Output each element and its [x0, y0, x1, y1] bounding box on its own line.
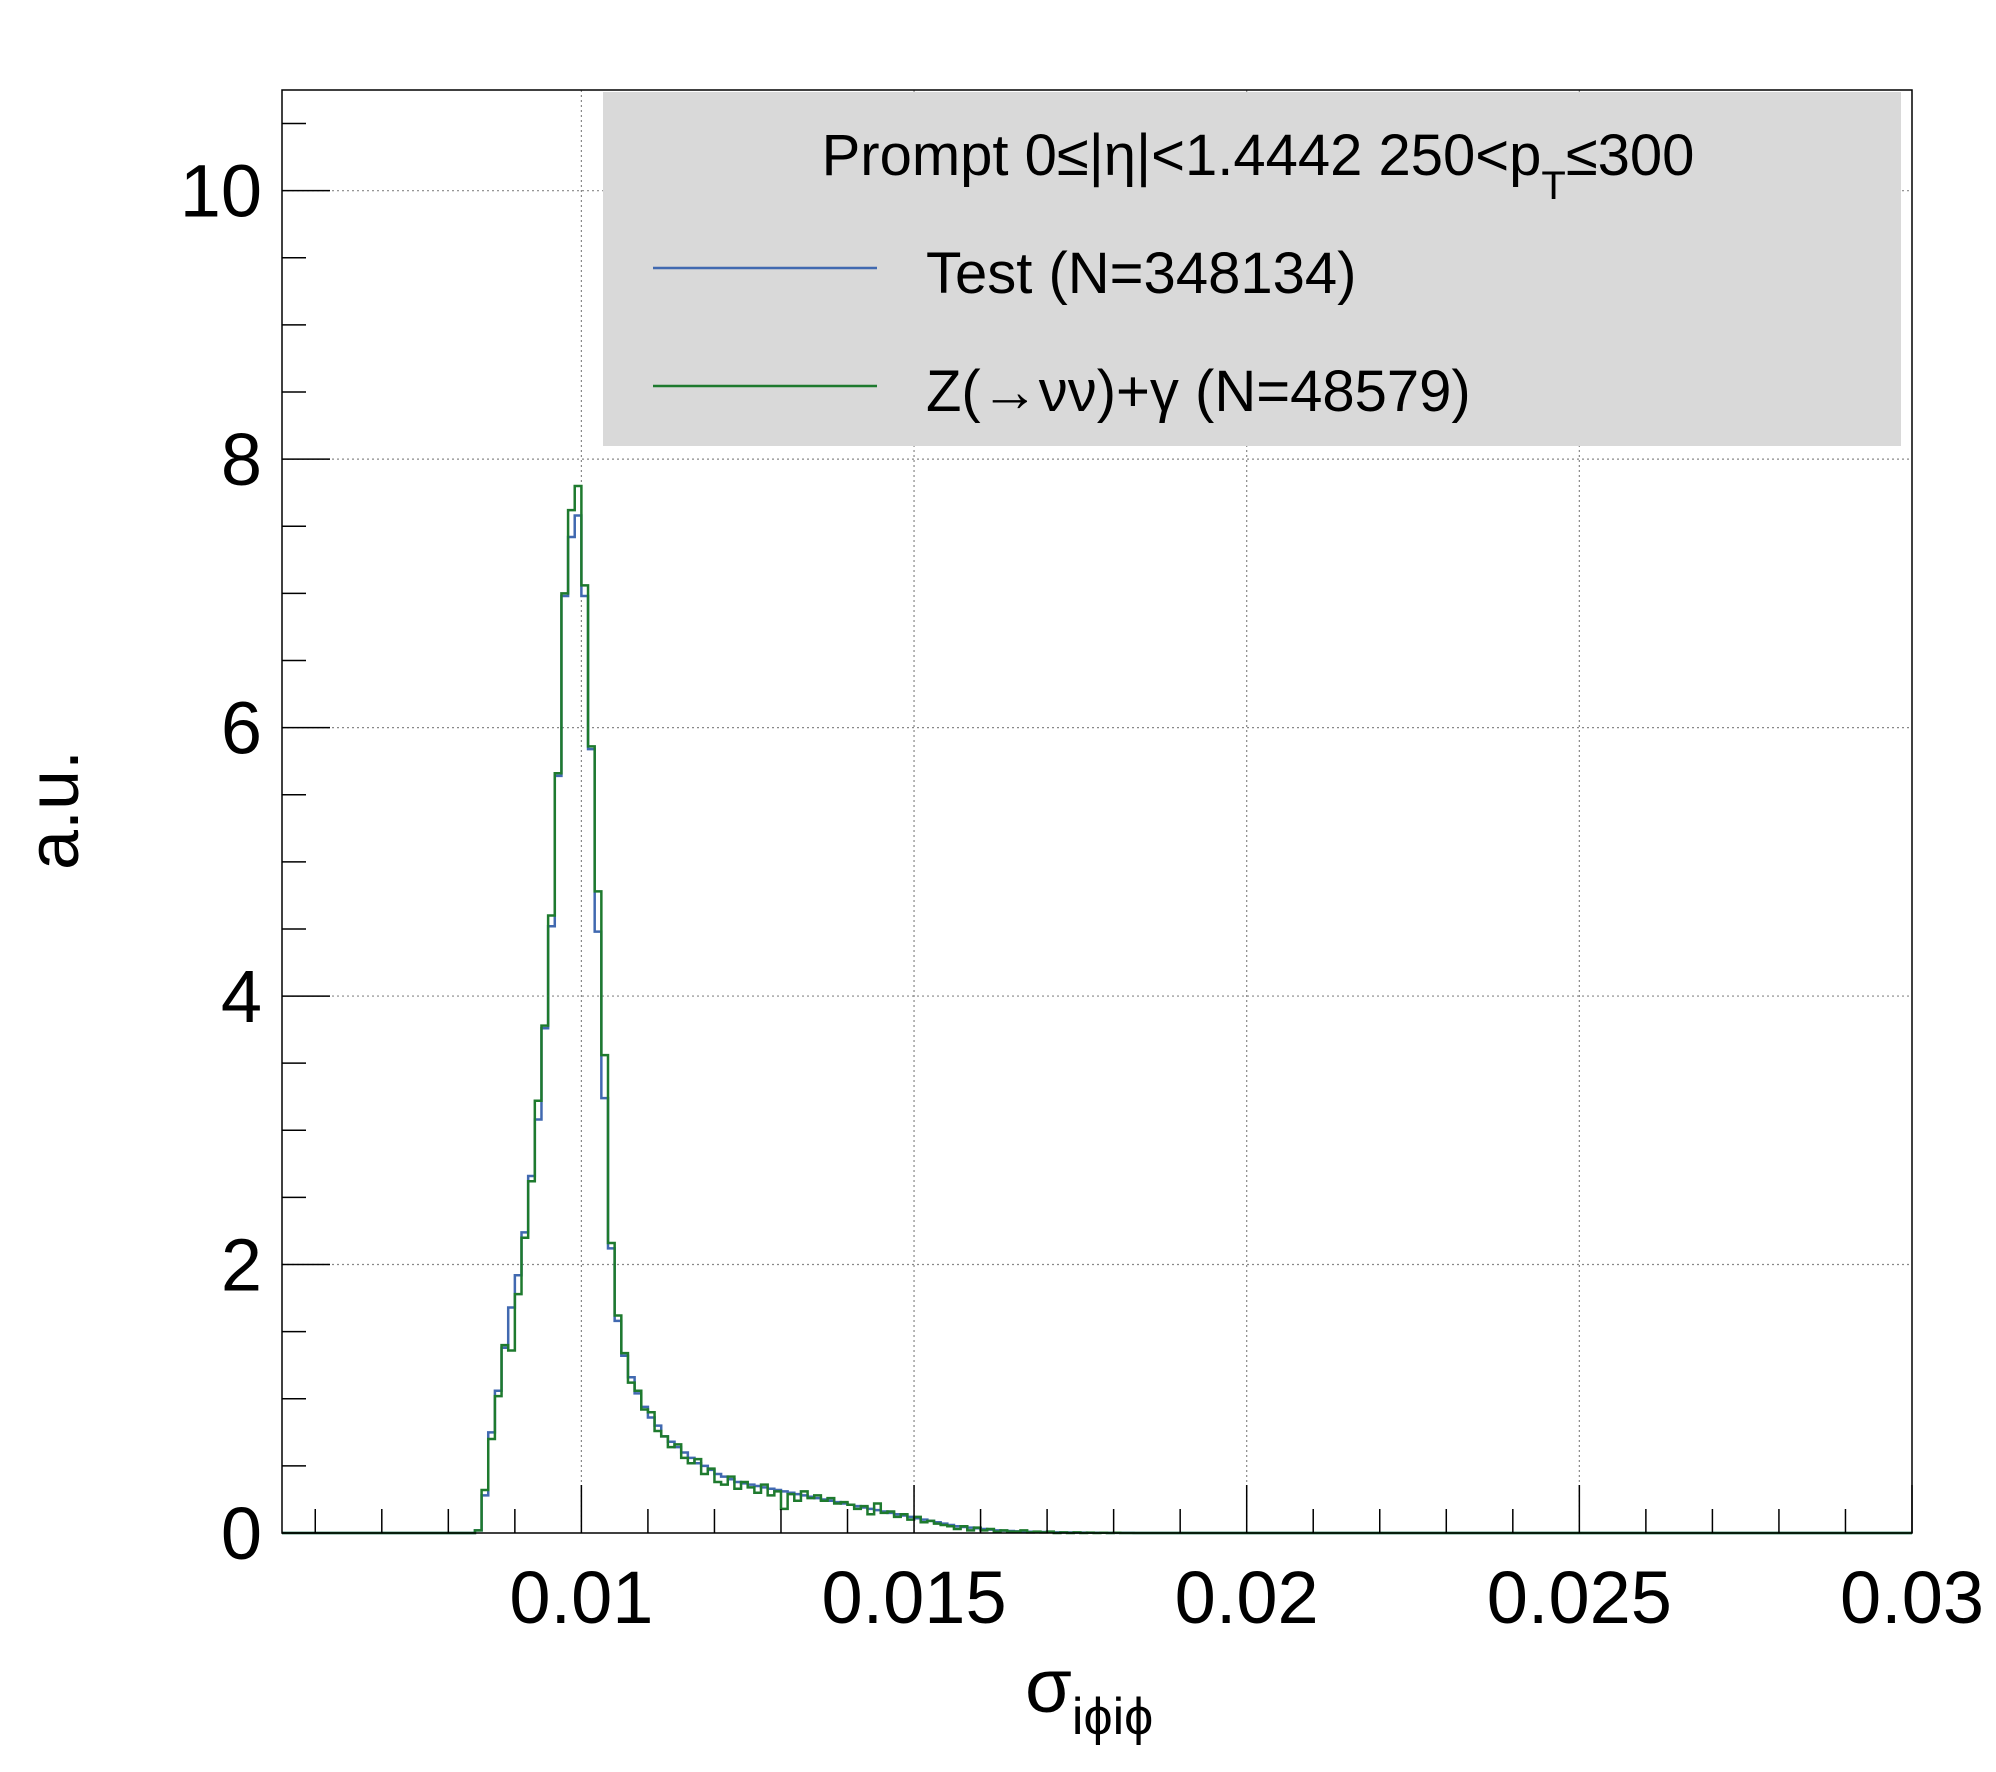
- legend-header-subscript: T: [1541, 164, 1565, 208]
- x-axis-label: σiϕiϕ: [1025, 1644, 1153, 1746]
- tick-labels: 0.01 0.015 0.02 0.025 0.03 0 2 4 6 8 10: [180, 150, 1984, 1639]
- plot-frame: [281, 89, 1913, 1534]
- y-tick-label-2: 4: [221, 955, 262, 1038]
- series-lines: [282, 484, 1912, 1535]
- legend-header-prefix: Prompt 0≤|η|<1.4442 250<p: [822, 123, 1542, 188]
- x-tick-label-4: 0.03: [1840, 1556, 1984, 1639]
- legend-header: Prompt 0≤|η|<1.4442 250<pT≤300: [822, 123, 1695, 208]
- x-tick-label-1: 0.015: [821, 1556, 1006, 1639]
- x-axis-label-symbol: σ: [1025, 1644, 1072, 1729]
- series-line-0: [282, 514, 1912, 1535]
- y-tick-label-4: 8: [221, 418, 262, 501]
- y-tick-label-5: 10: [180, 150, 262, 233]
- legend-label-zgamma: Z(→νν)+γ (N=48579): [926, 359, 1471, 424]
- y-tick-label-0: 0: [221, 1492, 262, 1575]
- legend: Prompt 0≤|η|<1.4442 250<pT≤300 Test (N=3…: [603, 92, 1901, 446]
- y-axis-label: a.u.: [14, 750, 94, 870]
- legend-label-test: Test (N=348134): [926, 241, 1356, 306]
- x-tick-label-2: 0.02: [1175, 1556, 1319, 1639]
- y-tick-label-3: 6: [221, 687, 262, 770]
- y-tick-label-1: 2: [221, 1224, 262, 1307]
- x-tick-label-0: 0.01: [509, 1556, 653, 1639]
- axis-ticks: [282, 122, 1913, 1534]
- x-axis-label-subscript: iϕiϕ: [1072, 1688, 1153, 1746]
- x-tick-label-3: 0.025: [1487, 1556, 1672, 1639]
- legend-header-suffix: ≤300: [1566, 123, 1695, 188]
- series-line-1: [282, 484, 1912, 1535]
